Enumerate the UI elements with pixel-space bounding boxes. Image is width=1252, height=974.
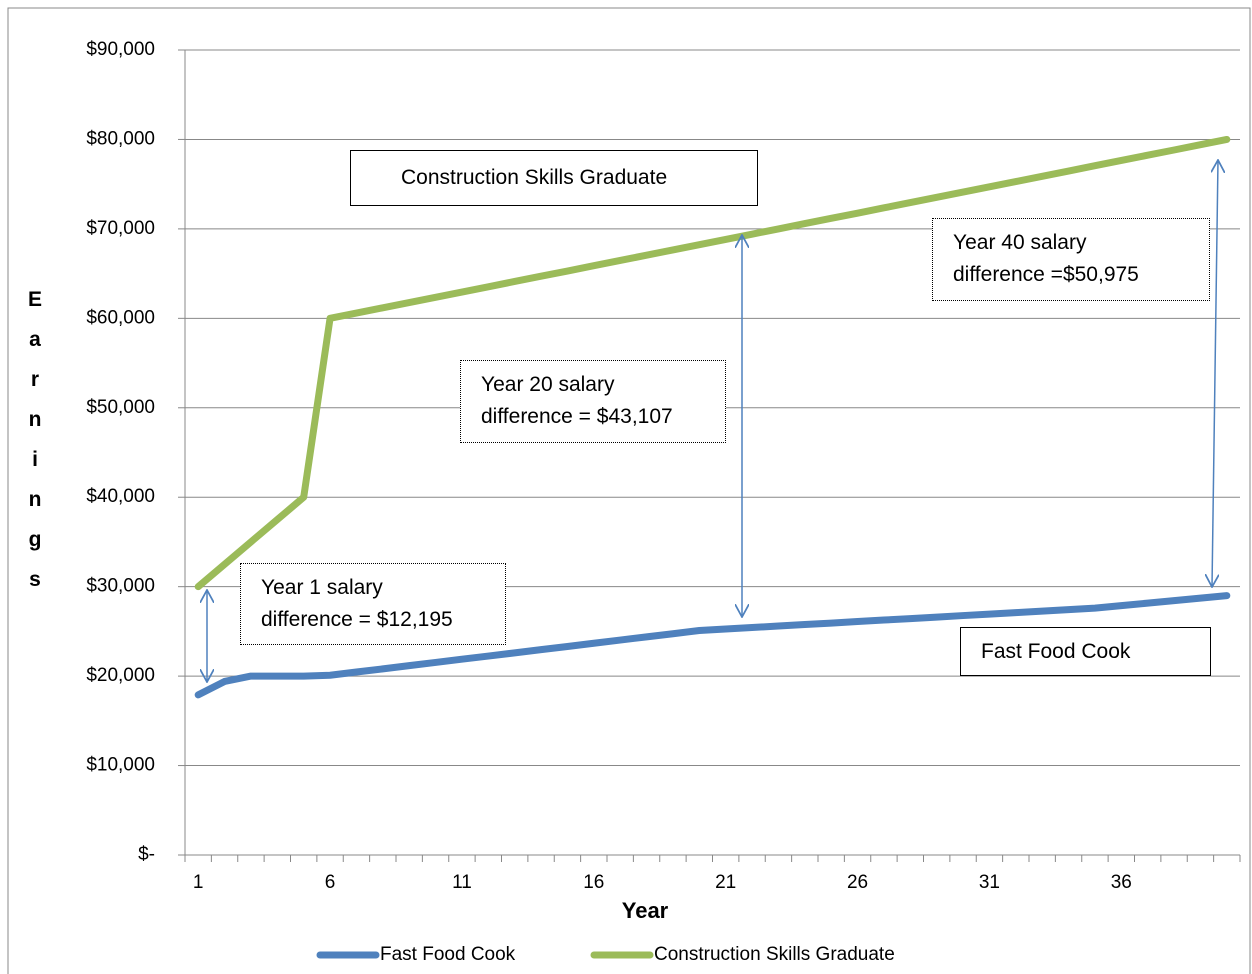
y-tick-label: $20,000 xyxy=(86,665,155,686)
series-line xyxy=(194,135,1231,591)
annotation: Year 20 salary difference = $43,107 xyxy=(460,360,726,443)
x-tick-label: 1 xyxy=(193,872,204,893)
x-tick-label: 36 xyxy=(1111,872,1132,893)
annotation: Construction Skills Graduate xyxy=(350,150,758,206)
x-tick-label: 26 xyxy=(847,872,868,893)
legend-label: Construction Skills Graduate xyxy=(654,944,895,965)
arrow xyxy=(1212,160,1218,587)
annotation-text: difference = $12,195 xyxy=(261,608,453,631)
y-tick-label: $- xyxy=(138,844,155,865)
x-tick-label: 21 xyxy=(715,872,736,893)
y-tick-label: $60,000 xyxy=(86,307,155,328)
annotation-text: Year 1 salary xyxy=(261,576,383,599)
x-axis-title: Year xyxy=(622,898,669,923)
y-tick-label: $30,000 xyxy=(86,576,155,597)
y-tick-label: $80,000 xyxy=(86,128,155,149)
series-line xyxy=(194,592,1231,699)
annotation-text: difference =$50,975 xyxy=(953,263,1139,286)
x-tick-label: 11 xyxy=(452,872,472,893)
legend-label: Fast Food Cook xyxy=(380,944,516,965)
annotation: Fast Food Cook xyxy=(960,627,1211,676)
y-tick-label: $70,000 xyxy=(86,218,155,239)
x-tick-label: 6 xyxy=(325,872,336,893)
annotation-text: Fast Food Cook xyxy=(981,640,1131,663)
y-axis-title: Earnings xyxy=(28,288,43,591)
x-tick-label: 31 xyxy=(979,872,1000,893)
annotation-text: Year 20 salary xyxy=(481,373,615,396)
x-tick-label: 16 xyxy=(583,872,604,893)
y-tick-label: $10,000 xyxy=(86,755,155,776)
y-tick-label: $50,000 xyxy=(86,397,155,418)
annotation-text: Construction Skills Graduate xyxy=(401,166,668,189)
annotation-text: Year 40 salary xyxy=(953,231,1087,254)
y-tick-label: $40,000 xyxy=(86,486,155,507)
annotation: Year 1 salary difference = $12,195 xyxy=(240,563,506,645)
chart-border xyxy=(7,7,1251,974)
y-tick-label: $90,000 xyxy=(86,39,155,60)
annotation: Year 40 salary difference =$50,975 xyxy=(932,218,1210,301)
annotation-text: difference = $43,107 xyxy=(481,405,673,428)
